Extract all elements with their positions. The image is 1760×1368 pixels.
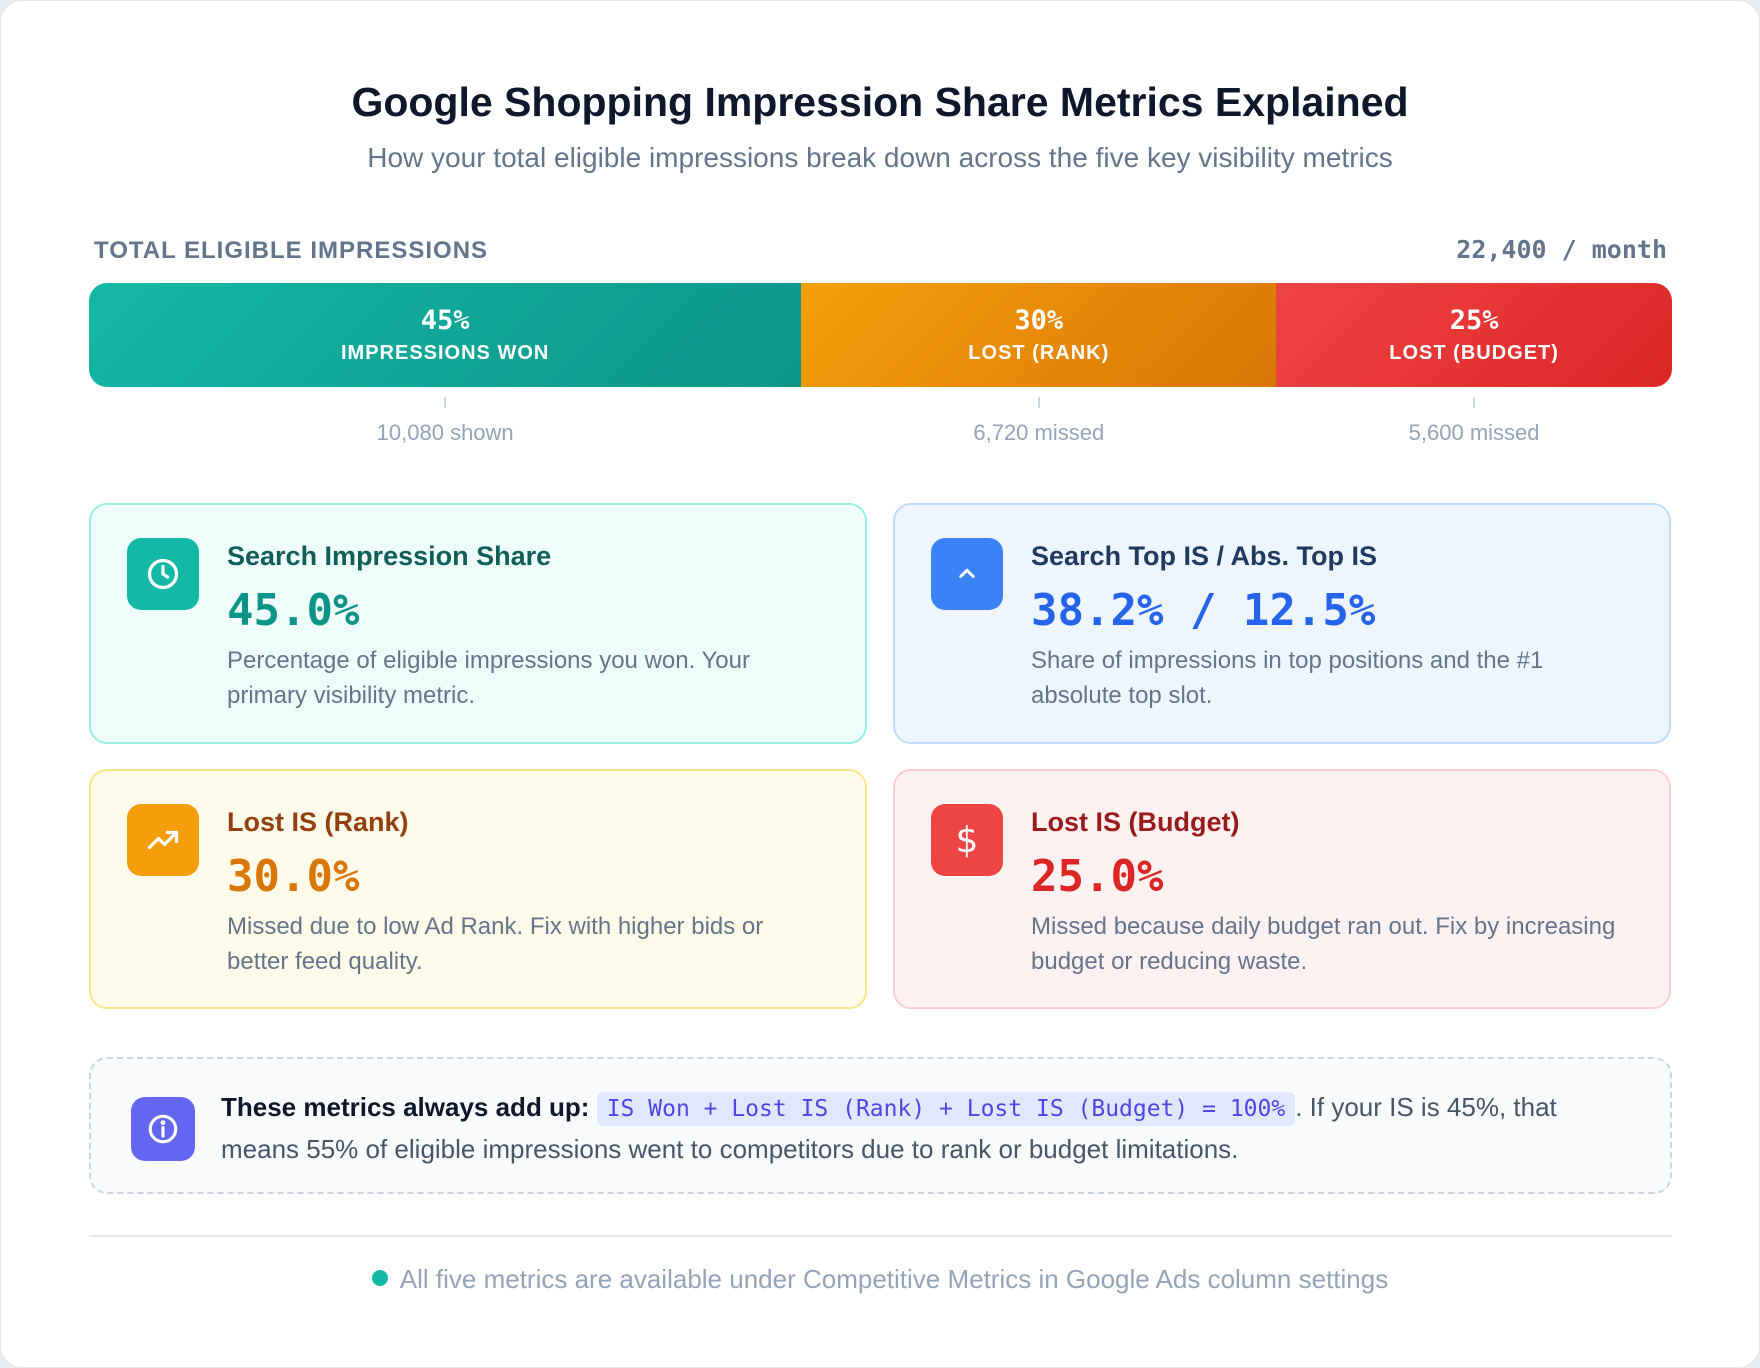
bar-total: 22,400 / month xyxy=(1456,235,1667,264)
metric-description: Missed because daily budget ran out. Fix… xyxy=(1031,913,1616,975)
metric-value: 45.0% xyxy=(227,585,360,636)
tick-mark xyxy=(444,397,447,408)
segment-category-label: LOST (RANK) xyxy=(968,342,1110,364)
segment-value-label: 30% xyxy=(1014,305,1064,336)
segment-count-shown: 10,080 shown xyxy=(89,397,801,447)
metric-title: Search Top IS / Abs. Top IS xyxy=(1031,541,1378,571)
note-body: . If your IS is 45%, that means 55% of e… xyxy=(221,1092,1557,1164)
segment-category-label: IMPRESSIONS WON xyxy=(340,342,550,364)
metric-title: Search Impression Share xyxy=(227,541,552,571)
tick-mark xyxy=(1037,397,1040,408)
chevron-up-icon xyxy=(931,538,1003,610)
segment-count-label: 6,720 missed xyxy=(973,420,1105,445)
metric-title: Lost IS (Budget) xyxy=(1031,807,1240,837)
formula-note: These metrics always add up: IS Won + Lo… xyxy=(89,1057,1672,1194)
note-heading: These metrics always add up: xyxy=(221,1092,590,1122)
bar-segment-lost-budget: 25% LOST (BUDGET) xyxy=(1276,283,1672,387)
segment-count-row: 10,080 shown 6,720 missed 5,600 missed xyxy=(89,397,1672,447)
metric-value: 38.2% / 12.5% xyxy=(1031,585,1376,636)
metric-card-top-is: Search Top IS / Abs. Top IS 38.2% / 12.5… xyxy=(893,503,1671,744)
bar-label: TOTAL ELIGIBLE IMPRESSIONS xyxy=(94,237,489,264)
metric-description: Share of impressions in top positions an… xyxy=(1031,647,1544,709)
metric-card-search-is: Search Impression Share 45.0% Percentage… xyxy=(89,503,867,744)
bar-segment-lost-rank: 30% LOST (RANK) xyxy=(801,283,1277,387)
bar-segment-impressions-won: 45% IMPRESSIONS WON xyxy=(89,283,802,387)
segment-count-label: 5,600 missed xyxy=(1408,420,1540,445)
segment-count-missed-budget: 5,600 missed xyxy=(1276,397,1672,447)
impression-stacked-bar: 45% IMPRESSIONS WON 30% LOST (RANK) 25% … xyxy=(89,283,1672,387)
footer-text: All five metrics are available under Com… xyxy=(399,1264,1389,1294)
status-dot-icon xyxy=(371,1270,388,1286)
note-text: These metrics always add up: IS Won + Lo… xyxy=(221,1087,1641,1169)
page-title: Google Shopping Impression Share Metrics… xyxy=(351,79,1409,125)
metric-title: Lost IS (Rank) xyxy=(227,807,409,837)
metric-card-lost-budget: $ Lost IS (Budget) 25.0% Missed because … xyxy=(893,769,1671,1009)
trending-up-icon xyxy=(127,804,199,876)
metric-card-lost-rank: Lost IS (Rank) 30.0% Missed due to low A… xyxy=(89,769,867,1009)
info-icon xyxy=(131,1097,195,1161)
metric-value: 30.0% xyxy=(227,851,360,902)
segment-count-missed-rank: 6,720 missed xyxy=(801,397,1276,447)
segment-value-label: 45% xyxy=(420,305,470,336)
segment-count-label: 10,080 shown xyxy=(376,420,514,445)
clock-icon xyxy=(127,538,199,610)
tick-mark xyxy=(1473,397,1476,408)
note-formula: IS Won + Lost IS (Rank) + Lost IS (Budge… xyxy=(596,1092,1296,1126)
segment-category-label: LOST (BUDGET) xyxy=(1389,342,1559,364)
divider xyxy=(89,1235,1672,1237)
dollar-icon: $ xyxy=(931,804,1003,876)
metric-description: Missed due to low Ad Rank. Fix with high… xyxy=(227,913,764,975)
segment-value-label: 25% xyxy=(1449,305,1499,336)
metric-value: 25.0% xyxy=(1031,851,1164,902)
metric-description: Percentage of eligible impressions you w… xyxy=(227,647,750,709)
page-subtitle: How your total eligible impressions brea… xyxy=(367,142,1393,173)
footer: All five metrics are available under Com… xyxy=(1,1264,1759,1295)
